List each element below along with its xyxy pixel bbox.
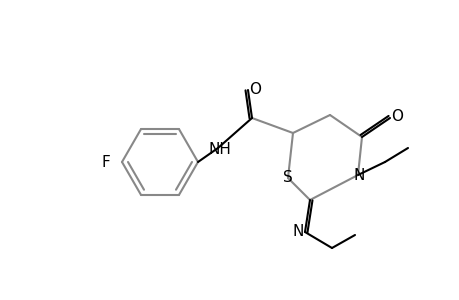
Text: N: N	[291, 224, 303, 238]
Text: NH: NH	[208, 142, 231, 157]
Text: O: O	[390, 109, 402, 124]
Text: S: S	[282, 170, 292, 185]
Text: F: F	[101, 154, 110, 169]
Text: N: N	[353, 167, 364, 182]
Text: O: O	[248, 82, 260, 97]
